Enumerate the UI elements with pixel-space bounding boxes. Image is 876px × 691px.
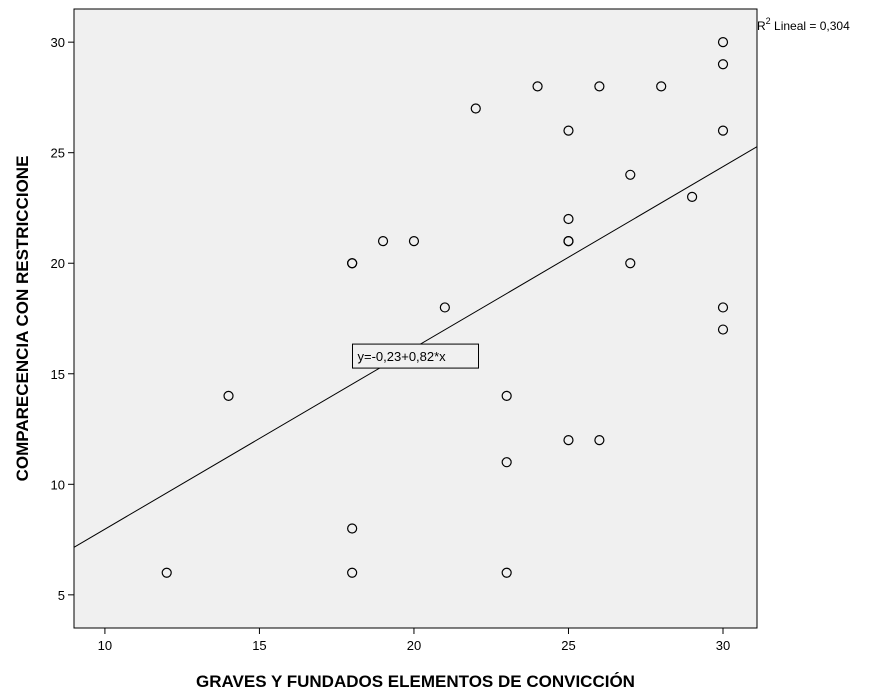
r2-value: Lineal = 0,304: [771, 19, 850, 33]
y-tick-label: 15: [51, 367, 65, 382]
data-point: [594, 81, 605, 92]
data-point: [347, 523, 358, 534]
data-point: [563, 236, 574, 247]
y-tick-label: 10: [51, 477, 65, 492]
x-tick-label: 10: [98, 638, 112, 653]
r2-base: R: [757, 19, 766, 33]
data-point: [347, 258, 358, 269]
x-tick-label: 20: [407, 638, 421, 653]
y-axis-ticks: 5 10 15 20 25 30: [51, 35, 74, 603]
data-point: [223, 390, 234, 401]
r2-superscript: 2: [766, 16, 771, 26]
data-point: [656, 81, 667, 92]
x-tick-label: 25: [561, 638, 575, 653]
data-point: [563, 434, 574, 446]
data-point: [377, 236, 389, 247]
data-point: [717, 125, 729, 136]
y-tick-label: 30: [51, 35, 65, 50]
data-point: [161, 567, 172, 578]
data-point: [717, 59, 729, 70]
data-point: [470, 103, 481, 114]
equation-text: y=-0,23+0,82*x: [358, 349, 447, 364]
data-points: [161, 37, 729, 578]
y-tick-label: 5: [58, 588, 65, 603]
y-tick-label: 25: [51, 146, 65, 161]
data-point: [501, 567, 512, 578]
data-point: [594, 434, 605, 446]
data-point: [347, 567, 358, 578]
data-point: [501, 390, 512, 401]
data-point: [563, 213, 574, 225]
data-point: [501, 457, 512, 468]
data-point: [625, 169, 636, 180]
y-tick-label: 20: [51, 256, 65, 271]
data-point: [686, 191, 698, 203]
data-point: [717, 37, 729, 48]
data-point: [532, 81, 543, 92]
equation-label: y=-0,23+0,82*x: [352, 343, 479, 369]
x-axis-title: GRAVES Y FUNDADOS ELEMENTOS DE CONVICCIÓ…: [196, 672, 635, 691]
data-point: [625, 258, 636, 269]
data-point: [563, 125, 574, 136]
data-point: [408, 236, 420, 247]
y-axis-title: COMPARECENCIA CON RESTRICCIONE: [13, 156, 32, 482]
x-axis-ticks: 10 15 20 25 30: [98, 628, 730, 653]
equation-box: [352, 343, 479, 369]
plot-area: [73, 8, 758, 629]
data-point: [439, 302, 450, 313]
data-point: [717, 302, 729, 313]
r2-label: R2 Lineal = 0,304: [757, 16, 850, 33]
x-tick-label: 30: [716, 638, 730, 653]
x-tick-label: 15: [252, 638, 266, 653]
data-point: [717, 324, 729, 335]
